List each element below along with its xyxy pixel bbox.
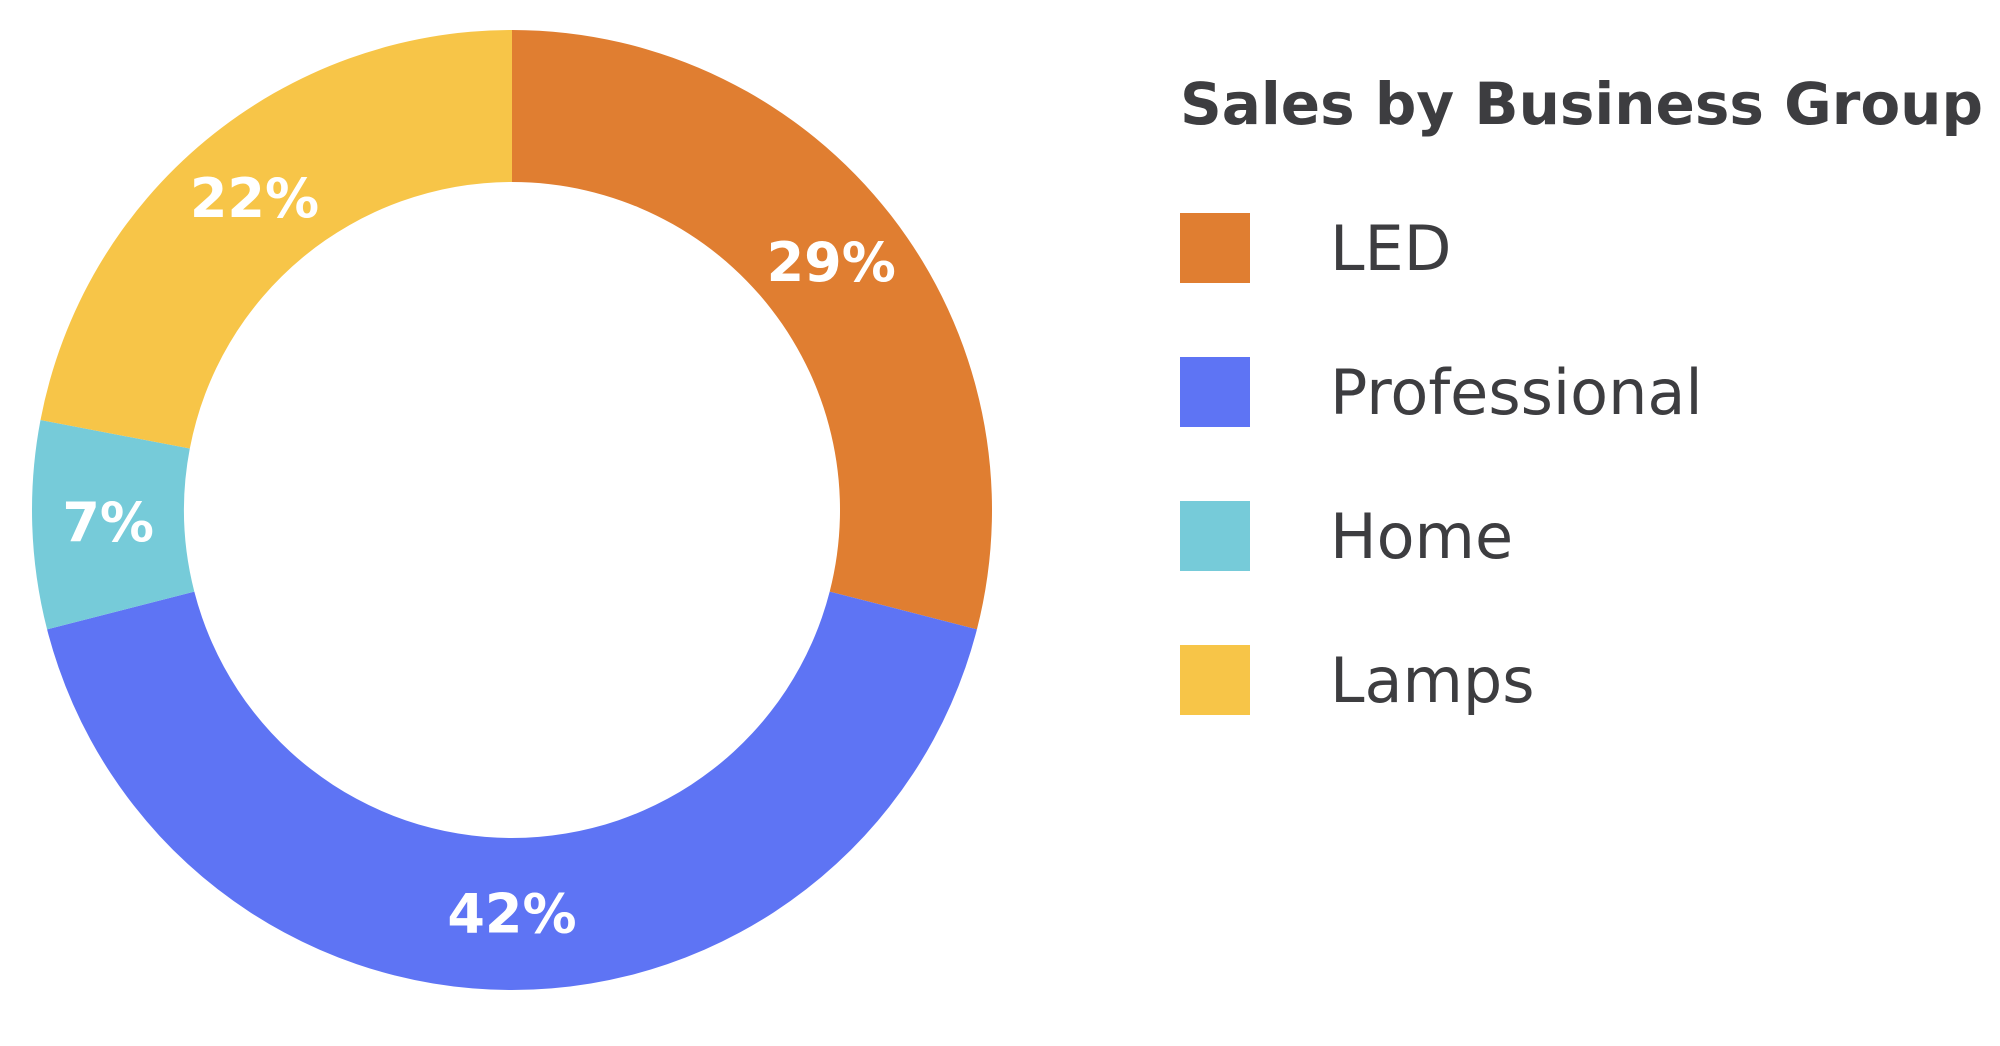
chart-title: Sales by Business Group [1180, 70, 1983, 138]
legend-swatch [1180, 501, 1250, 571]
legend-item-led: LED [1180, 211, 1980, 285]
legend: Sales by Business Group LED Professional H… [1180, 70, 1983, 789]
legend-items: LED Professional Home Lamps [1180, 211, 1980, 717]
legend-label: Professional [1330, 355, 1703, 429]
slice-label-led: 29% [767, 231, 896, 294]
slice-home [31, 420, 195, 630]
slice-lamps [40, 30, 512, 449]
legend-swatch [1180, 357, 1250, 427]
legend-item-lamps: Lamps [1180, 643, 1980, 717]
legend-item-home: Home [1180, 499, 1980, 573]
slice-label-lamps: 22% [190, 167, 319, 230]
slice-led [512, 30, 993, 630]
donut-chart: 29% 42% 7% 22% [31, 30, 993, 991]
donut-slices [31, 30, 993, 991]
slice-professional [47, 591, 977, 991]
slice-label-home: 7% [62, 491, 154, 554]
legend-swatch [1180, 645, 1250, 715]
legend-item-professional: Professional [1180, 355, 1980, 429]
legend-label: Lamps [1330, 643, 1535, 717]
slice-label-professional: 42% [447, 883, 576, 946]
donut-labels: 29% 42% 7% 22% [62, 167, 895, 945]
legend-label: LED [1330, 211, 1452, 285]
legend-label: Home [1330, 499, 1514, 573]
legend-swatch [1180, 213, 1250, 283]
